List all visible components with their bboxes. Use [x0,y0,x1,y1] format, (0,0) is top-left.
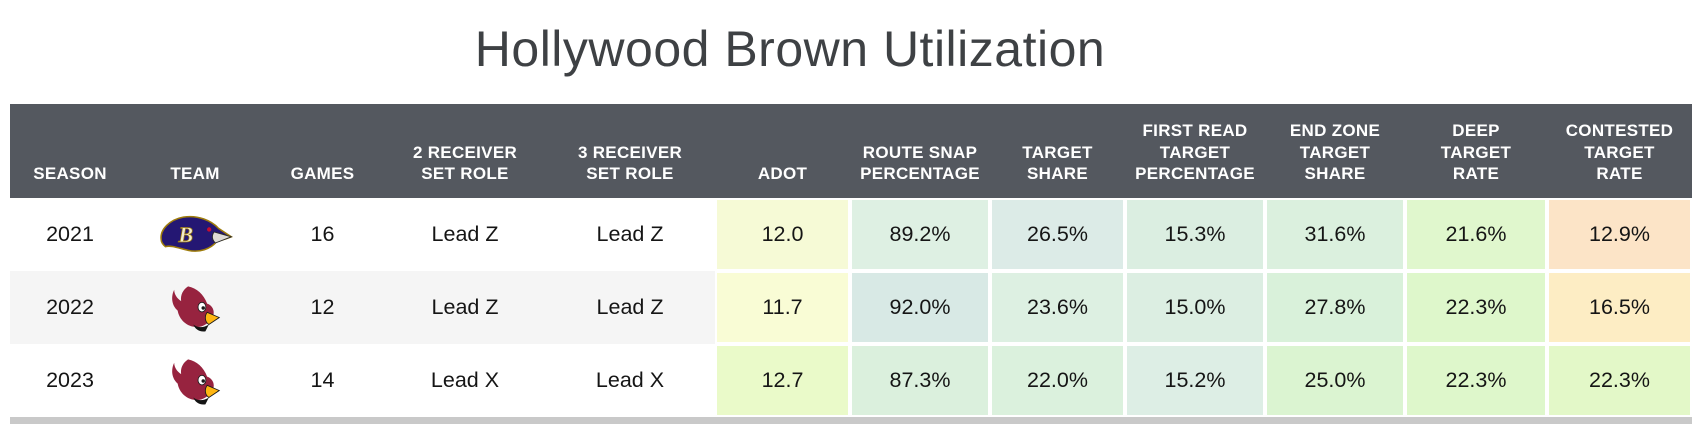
cell-season: 2023 [46,368,94,392]
cell-adot: 12.7 [715,344,850,417]
cell-deep-target-rate: 21.6% [1405,198,1547,271]
cell-contested-target-rate: 22.3% [1547,344,1692,417]
cell-deep-target-rate: 22.3% [1405,271,1547,344]
column-header-route-snap-percentage: ROUTE SNAP PERCENTAGE [860,142,980,184]
column-header-adot: ADOT [757,164,808,184]
page-title: Hollywood Brown Utilization [474,21,1106,77]
cell-games: 14 [310,368,335,392]
cell-adot: 12.0 [715,198,850,271]
cell-2-receiver-set-role: Lead X [430,368,500,392]
column-header-season: SEASON [33,164,107,184]
column-header-end-zone-target-share: END ZONE TARGET SHARE [1289,120,1381,184]
cell-end-zone-target-share: 31.6% [1265,198,1405,271]
cell-end-zone-target-share: 25.0% [1265,344,1405,417]
cell-first-read-target-percentage: 15.2% [1125,344,1265,417]
table-row: 2022 12 Lead Z Lead Z 11.7 92.0% 23.6% 1… [10,271,1692,344]
column-header-deep-target-rate: DEEP TARGET RATE [1440,120,1512,184]
horizontal-scrollbar[interactable] [10,417,1692,424]
cell-season: 2021 [46,222,94,246]
arizona-cardinals-logo [172,358,221,405]
cell-contested-target-rate: 12.9% [1547,198,1692,271]
cell-team: B [130,198,260,271]
cell-target-share: 23.6% [990,271,1125,344]
cell-deep-target-rate: 22.3% [1405,344,1547,417]
column-header-games: GAMES [290,164,355,184]
cell-2-receiver-set-role: Lead Z [431,222,499,246]
column-header-target-share: TARGET SHARE [1022,142,1093,184]
cell-route-snap-percentage: 92.0% [850,271,990,344]
column-header-3-receiver-set-role: 3 RECEIVER SET ROLE [577,142,683,184]
cell-3-receiver-set-role: Lead Z [596,295,664,319]
cell-season: 2022 [46,295,94,319]
cell-adot: 11.7 [715,271,850,344]
cell-target-share: 22.0% [990,344,1125,417]
cell-first-read-target-percentage: 15.3% [1125,198,1265,271]
cell-target-share: 26.5% [990,198,1125,271]
cell-team [130,344,260,417]
column-header-contested-target-rate: CONTESTED TARGET RATE [1565,120,1674,184]
baltimore-ravens-logo: B [160,215,233,252]
svg-text:B: B [177,221,193,246]
column-header-2-receiver-set-role: 2 RECEIVER SET ROLE [412,142,518,184]
cell-contested-target-rate: 16.5% [1547,271,1692,344]
column-header-team: TEAM [170,164,220,184]
cell-games: 12 [310,295,335,319]
cell-route-snap-percentage: 87.3% [850,344,990,417]
cell-team [130,271,260,344]
cell-2-receiver-set-role: Lead Z [431,295,499,319]
table-row: 2021 B 16 Lead Z Lead Z 12.0 89.2% 26.5%… [10,198,1692,271]
arizona-cardinals-logo [172,285,221,332]
table-header-row: SEASON TEAM GAMES 2 RECEIVER SET ROLE 3 … [10,104,1692,198]
cell-end-zone-target-share: 27.8% [1265,271,1405,344]
column-header-first-read-target-percentage: FIRST READ TARGET PERCENTAGE [1135,120,1255,184]
cell-first-read-target-percentage: 15.0% [1125,271,1265,344]
cell-route-snap-percentage: 89.2% [850,198,990,271]
cell-3-receiver-set-role: Lead Z [596,222,664,246]
cell-games: 16 [310,222,335,246]
cell-3-receiver-set-role: Lead X [595,368,665,392]
table-row: 2023 14 Lead X Lead X 12.7 87.3% 22.0% 1… [10,344,1692,417]
utilization-table: SEASON TEAM GAMES 2 RECEIVER SET ROLE 3 … [10,104,1692,417]
